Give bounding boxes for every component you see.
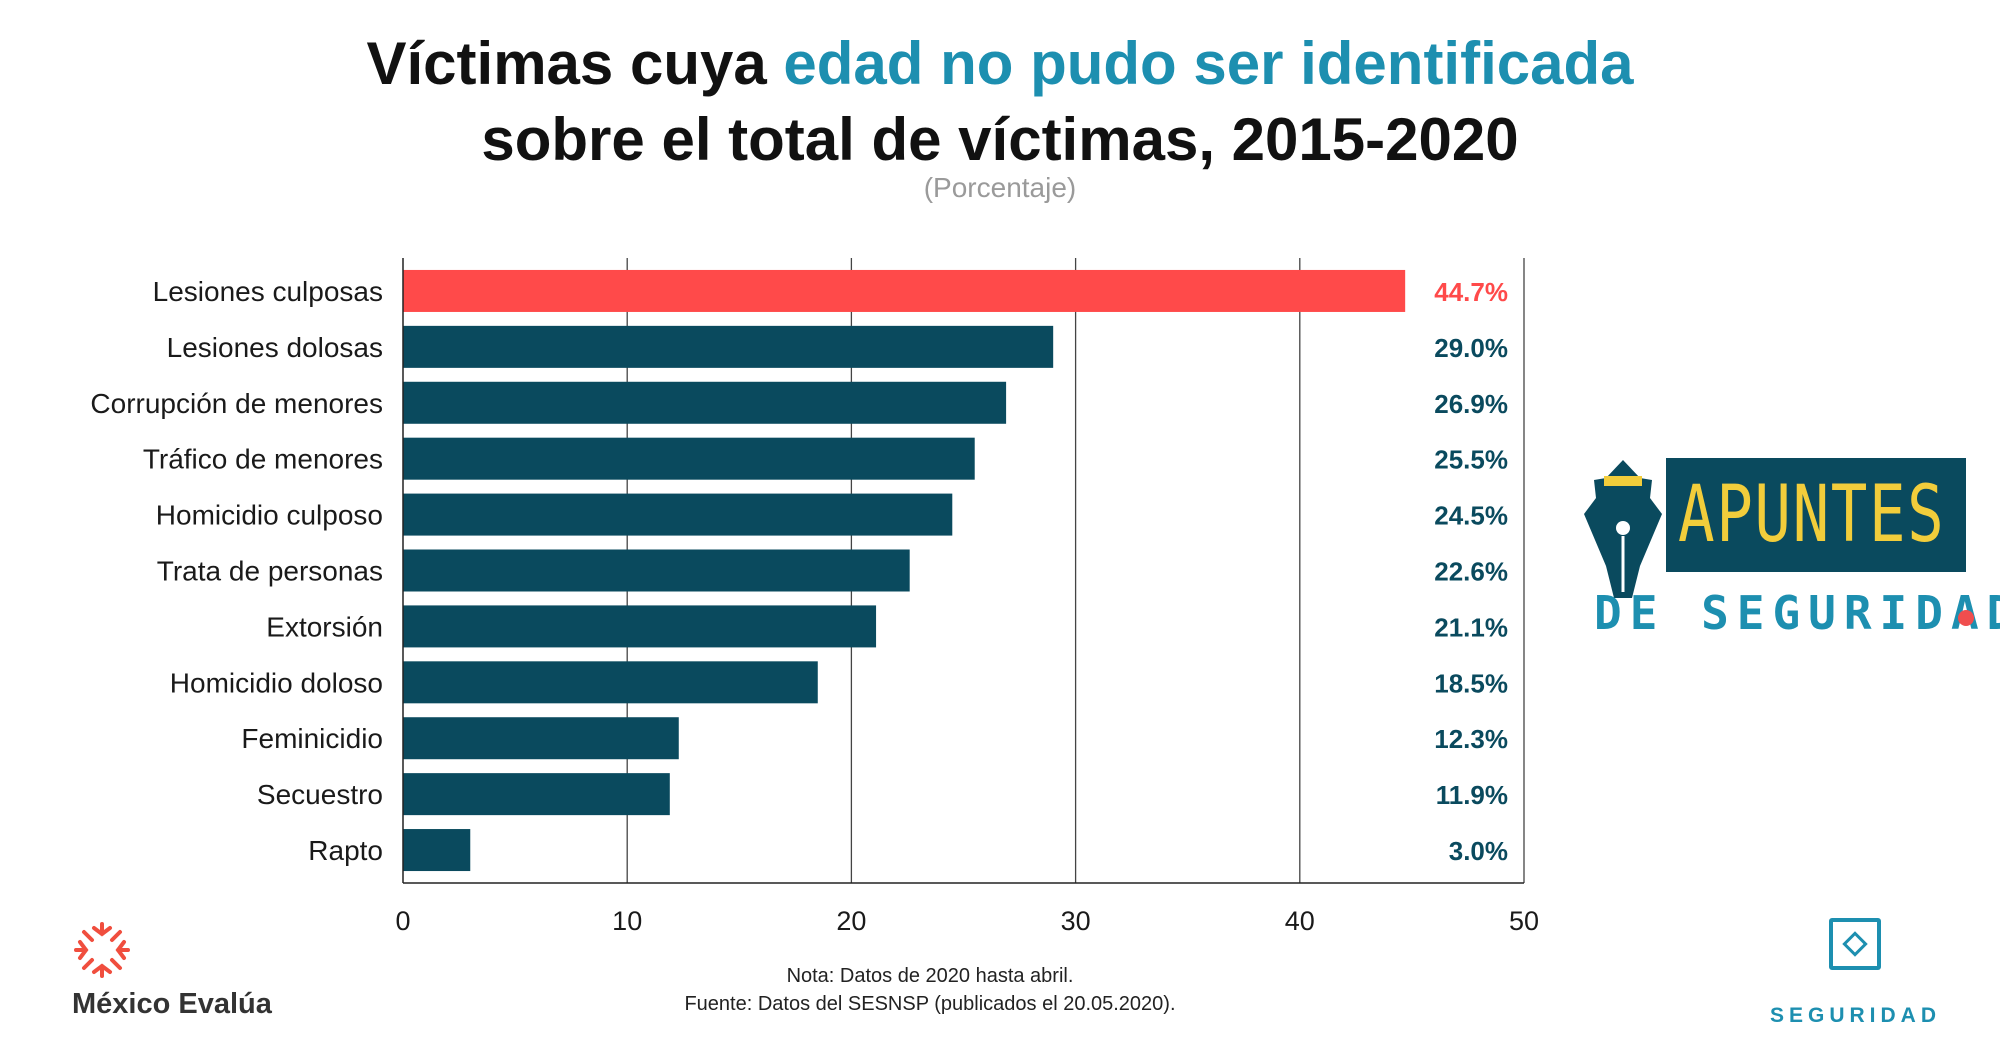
- category-label: Rapto: [308, 835, 383, 866]
- category-label: Lesiones dolosas: [167, 332, 383, 363]
- bar: [403, 773, 670, 816]
- mexico-evalua-logo-icon: [74, 922, 130, 978]
- chart-notes: Nota: Datos de 2020 hasta abril. Fuente:…: [580, 962, 1280, 1018]
- value-label: 29.0%: [1434, 333, 1508, 363]
- category-label: Lesiones culposas: [153, 276, 383, 307]
- category-label: Corrupción de menores: [90, 388, 383, 419]
- value-label: 44.7%: [1434, 277, 1508, 307]
- red-dot-icon: [1958, 610, 1974, 626]
- seguridad-diamond-icon: [1829, 918, 1881, 970]
- seguridad-label: SEGURIDAD: [1770, 1004, 1942, 1027]
- bar: [403, 325, 1054, 368]
- bar: [403, 493, 953, 536]
- category-label: Secuestro: [257, 779, 383, 810]
- value-label: 11.9%: [1436, 780, 1508, 810]
- category-label: Homicidio doloso: [170, 667, 383, 698]
- category-label: Trata de personas: [157, 556, 383, 587]
- bar: [403, 829, 471, 872]
- category-label: Extorsión: [266, 611, 383, 642]
- category-label: Homicidio culposo: [156, 500, 383, 531]
- value-label: 22.6%: [1434, 557, 1508, 587]
- category-label: Feminicidio: [241, 723, 383, 754]
- value-label: 18.5%: [1434, 668, 1508, 698]
- de-seguridad-word: DE SEGURIDAD: [1594, 586, 2000, 640]
- bar: [403, 549, 910, 592]
- apuntes-box: [1666, 458, 1966, 572]
- mexico-evalua-name: México Evalúa: [72, 988, 272, 1020]
- apuntes-word: APUNTES: [1678, 470, 1946, 560]
- bar: [403, 269, 1406, 312]
- title-highlight: edad no pudo ser identificada: [783, 30, 1634, 97]
- value-label: 21.1%: [1434, 612, 1508, 642]
- x-tick-label: 40: [1285, 906, 1315, 936]
- x-tick-label: 30: [1061, 906, 1091, 936]
- bar: [403, 381, 1007, 424]
- bar: [403, 717, 679, 760]
- chart-title-line1: Víctimas cuya edad no pudo ser identific…: [0, 28, 2000, 100]
- fountain-pen-icon: [1584, 460, 1662, 598]
- value-label: 3.0%: [1449, 836, 1508, 866]
- bar: [403, 661, 818, 704]
- category-label: Tráfico de menores: [143, 444, 383, 475]
- x-tick-label: 10: [612, 906, 642, 936]
- value-label: 25.5%: [1434, 445, 1508, 475]
- x-tick-label: 0: [395, 906, 410, 936]
- note-text: Nota: Datos de 2020 hasta abril.: [786, 965, 1074, 987]
- x-tick-label: 20: [836, 906, 866, 936]
- value-label: 24.5%: [1434, 501, 1508, 531]
- value-label: 12.3%: [1434, 724, 1508, 754]
- source-text: Fuente: Datos del SESNSP (publicados el …: [684, 993, 1176, 1015]
- bar: [403, 437, 975, 480]
- chart-title-line2: sobre el total de víctimas, 2015-2020: [481, 106, 1519, 173]
- title-prefix: Víctimas cuya: [366, 30, 767, 97]
- chart-subtitle: (Porcentaje): [923, 172, 1077, 203]
- x-tick-label: 50: [1509, 906, 1539, 936]
- value-label: 26.9%: [1434, 389, 1508, 419]
- bar: [403, 605, 877, 648]
